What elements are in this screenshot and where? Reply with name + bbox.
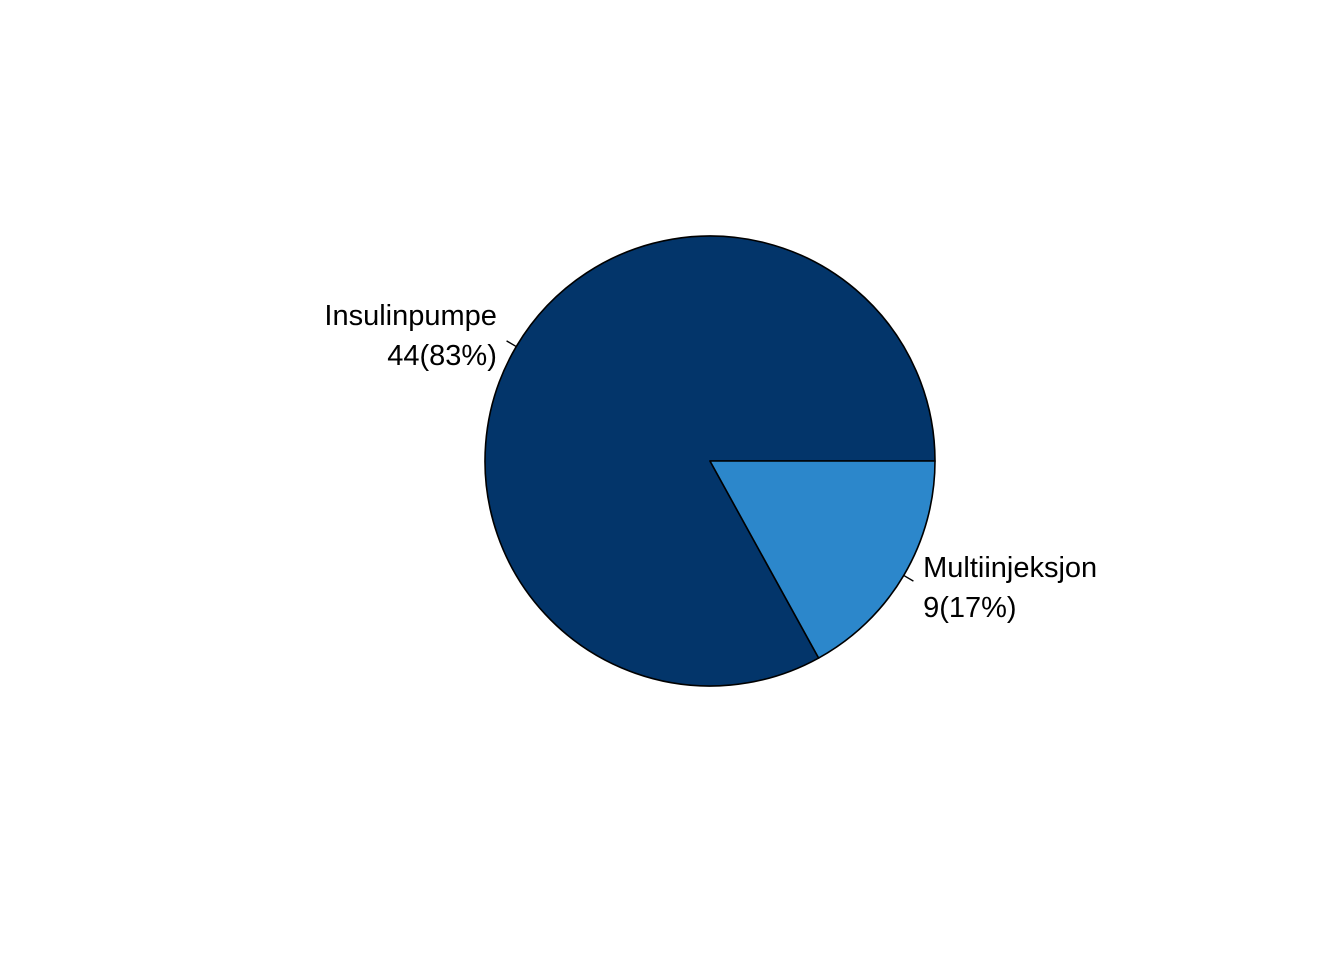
slice-label-multiinjeksjon: Multiinjeksjon xyxy=(923,552,1097,584)
pie-slice-multiinjeksjon xyxy=(709,460,936,659)
slice-value-multiinjeksjon: 9(17%) xyxy=(923,592,1017,624)
slice-label-insulinpumpe: Insulinpumpe xyxy=(324,300,497,332)
label-tick-insulinpumpe xyxy=(506,340,517,348)
slice-value-insulinpumpe: 44(83%) xyxy=(387,340,497,372)
label-tick-multiinjeksjon xyxy=(903,574,914,582)
